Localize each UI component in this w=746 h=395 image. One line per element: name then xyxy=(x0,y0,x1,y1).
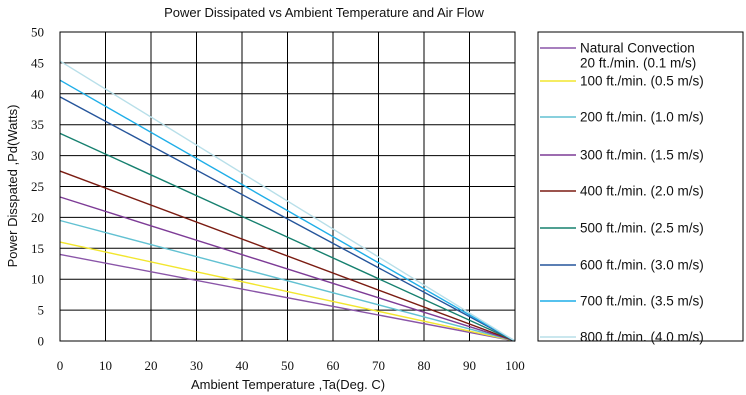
legend-label: 300 ft./min. (1.5 m/s) xyxy=(580,148,704,163)
legend-box xyxy=(537,31,744,342)
series-line xyxy=(59,196,516,342)
legend-label: 100 ft./min. (0.5 m/s) xyxy=(580,74,704,89)
y-tick-label: 40 xyxy=(31,86,44,101)
series-line xyxy=(59,219,516,342)
x-axis-label: Ambient Temperature ,Ta(Deg. C) xyxy=(191,377,385,392)
series-line xyxy=(59,96,516,342)
legend-label: 20 ft./min. (0.1 m/s) xyxy=(580,56,696,71)
x-tick-labels: 0 10 20 30 40 50 60 70 80 90 100 xyxy=(57,358,525,373)
legend-label: 600 ft./min. (3.0 m/s) xyxy=(580,258,704,273)
y-tick-label: 0 xyxy=(38,334,45,349)
x-tick-label: 30 xyxy=(190,358,203,373)
chart-title: Power Dissipated vs Ambient Temperature … xyxy=(164,5,484,20)
x-tick-label: 10 xyxy=(99,358,112,373)
y-tick-label: 35 xyxy=(31,117,44,132)
legend-label: 200 ft./min. (1.0 m/s) xyxy=(580,110,704,125)
series-line xyxy=(59,132,516,342)
plot-frame xyxy=(59,31,516,342)
x-tick-label: 60 xyxy=(327,358,340,373)
series-line xyxy=(59,253,516,342)
series-line xyxy=(59,79,516,342)
y-tick-label: 25 xyxy=(31,179,44,194)
legend-label: 800 ft./min. (4.0 m/s) xyxy=(580,330,704,345)
grid xyxy=(59,31,516,342)
x-tick-label: 100 xyxy=(505,358,525,373)
x-tick-label: 90 xyxy=(463,358,476,373)
x-tick-label: 40 xyxy=(236,358,249,373)
legend-label: Natural Convection xyxy=(580,41,695,56)
x-tick-label: 80 xyxy=(418,358,431,373)
legend-label: 700 ft./min. (3.5 m/s) xyxy=(580,294,704,309)
y-tick-label: 5 xyxy=(38,303,45,318)
x-tick-label: 50 xyxy=(281,358,294,373)
y-tick-label: 50 xyxy=(31,25,44,40)
x-tick-label: 0 xyxy=(57,358,64,373)
x-tick-label: 70 xyxy=(372,358,385,373)
y-tick-label: 15 xyxy=(31,241,44,256)
x-tick-label: 20 xyxy=(145,358,158,373)
y-tick-labels: 0 5 10 15 20 25 30 35 40 45 50 xyxy=(31,25,44,349)
y-axis-label: Power Disspated ,Pd(Watts) xyxy=(5,105,20,268)
legend-label: 400 ft./min. (2.0 m/s) xyxy=(580,184,704,199)
y-tick-label: 10 xyxy=(31,272,44,287)
series-lines xyxy=(59,60,516,342)
series-line xyxy=(59,60,516,342)
y-tick-label: 45 xyxy=(31,55,44,70)
y-tick-label: 30 xyxy=(31,148,44,163)
legend-label: 500 ft./min. (2.5 m/s) xyxy=(580,221,704,236)
y-tick-label: 20 xyxy=(31,210,44,225)
series-line xyxy=(59,170,516,342)
series-line xyxy=(59,241,516,342)
